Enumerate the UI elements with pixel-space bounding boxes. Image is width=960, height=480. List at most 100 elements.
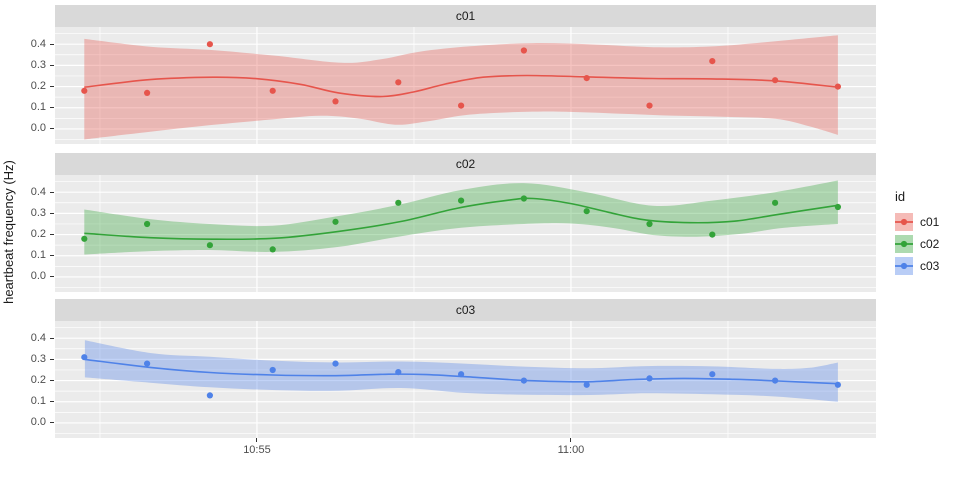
y-tick-mark [50, 107, 54, 109]
data-point-c03 [646, 375, 653, 382]
data-point-c01 [81, 87, 88, 94]
y-tick-mark [50, 86, 54, 88]
facet-panel-c02 [55, 175, 876, 292]
legend-item-label-c02: c02 [920, 237, 940, 251]
y-tick-mark [50, 128, 54, 130]
legend-item-c02: c02 [895, 235, 939, 253]
y-tick-label: 0.1 [30, 101, 46, 114]
y-tick-label: 0.2 [30, 228, 46, 241]
y-tick-mark [50, 276, 54, 278]
facet-strip-label-c02: c02 [455, 157, 476, 171]
data-point-c03 [395, 369, 402, 376]
data-point-c03 [520, 377, 527, 384]
smooth-line-c01 [84, 74, 838, 98]
data-point-c01 [772, 77, 779, 84]
legend-key-swatch-c02 [895, 235, 913, 253]
y-tick-mark [50, 212, 54, 214]
legend-key-point-c01 [900, 218, 908, 226]
data-point-c03 [206, 392, 213, 399]
y-tick-mark [50, 422, 54, 424]
y-tick-label: 0.3 [30, 206, 46, 219]
y-tick-mark [50, 234, 54, 236]
panel-plot-c01 [55, 27, 876, 144]
data-point-c03 [772, 377, 779, 384]
y-tick-mark [50, 380, 54, 382]
y-tick-label: 0.1 [30, 249, 46, 262]
x-tick-mark [570, 438, 572, 442]
smooth-line-c03 [84, 358, 838, 385]
data-point-c01 [332, 98, 339, 105]
facet-strip-label-c03: c03 [455, 303, 476, 317]
data-point-c01 [583, 75, 590, 82]
y-tick-label: 0.3 [30, 352, 46, 365]
y-tick-label: 0.0 [30, 270, 46, 283]
y-tick-label: 0.2 [30, 80, 46, 93]
data-point-c03 [583, 381, 590, 388]
panel-plot-c03 [55, 321, 876, 438]
data-point-c03 [81, 354, 88, 361]
data-point-c02 [709, 231, 716, 238]
legend-key-point-c03 [900, 262, 908, 270]
data-point-c02 [834, 203, 842, 211]
y-tick-label: 0.0 [30, 416, 46, 429]
y-tick-label: 0.3 [30, 58, 46, 71]
facet-strip-c03: c03 [55, 299, 876, 321]
x-tick-label: 11:00 [557, 444, 585, 456]
data-point-c01 [395, 79, 402, 86]
y-tick-mark [50, 337, 54, 339]
data-point-c02 [458, 197, 465, 204]
data-point-c02 [81, 235, 88, 242]
legend-key-swatch-c03 [895, 257, 913, 275]
smooth-line-c02 [84, 197, 839, 241]
facet-strip-label-c01: c01 [455, 9, 476, 23]
facet-strip-c02: c02 [55, 153, 876, 175]
data-point-c02 [332, 218, 339, 225]
confidence-band-c01 [84, 35, 838, 140]
legend: id c01 c02 c03 [895, 189, 939, 279]
data-point-c02 [269, 246, 276, 253]
data-point-c03 [269, 366, 276, 374]
y-tick-mark [50, 401, 54, 403]
data-point-c02 [144, 220, 151, 228]
data-point-c02 [646, 220, 653, 228]
data-point-c01 [646, 102, 653, 109]
y-tick-label: 0.4 [30, 185, 46, 198]
x-tick-label: 10:55 [243, 444, 271, 456]
y-tick-mark [50, 64, 54, 66]
y-tick-label: 0.4 [30, 331, 46, 344]
legend-item-c01: c01 [895, 213, 939, 231]
data-point-c01 [709, 58, 716, 65]
y-tick-label: 0.4 [30, 37, 46, 50]
data-point-c02 [520, 195, 527, 202]
data-point-c01 [206, 41, 213, 48]
panel-plot-c02 [55, 175, 876, 292]
data-point-c03 [144, 360, 151, 367]
data-point-c02 [772, 199, 779, 206]
data-point-c01 [144, 89, 151, 96]
confidence-band-c02 [84, 180, 838, 255]
facet-strip-c01: c01 [55, 5, 876, 27]
y-tick-mark [50, 358, 54, 360]
y-tick-label: 0.2 [30, 374, 46, 387]
data-point-c02 [395, 199, 402, 206]
legend-key-point-c02 [900, 240, 908, 248]
facet-panel-c03 [55, 321, 876, 438]
y-tick-label: 0.1 [30, 395, 46, 408]
legend-item-label-c01: c01 [920, 215, 940, 229]
y-tick-mark [50, 191, 54, 193]
facet-panel-c01 [55, 27, 876, 144]
data-point-c01 [520, 47, 527, 54]
data-point-c03 [332, 360, 339, 367]
legend-key-swatch-c01 [895, 213, 913, 231]
legend-title: id [895, 189, 906, 204]
data-point-c03 [834, 381, 842, 388]
data-point-c01 [458, 102, 465, 109]
legend-item-c03: c03 [895, 257, 939, 275]
y-tick-mark [50, 43, 54, 45]
data-point-c01 [834, 83, 842, 90]
confidence-band-c03 [84, 340, 838, 402]
data-point-c02 [583, 208, 590, 215]
legend-item-label-c03: c03 [920, 259, 940, 273]
data-point-c03 [709, 371, 716, 378]
